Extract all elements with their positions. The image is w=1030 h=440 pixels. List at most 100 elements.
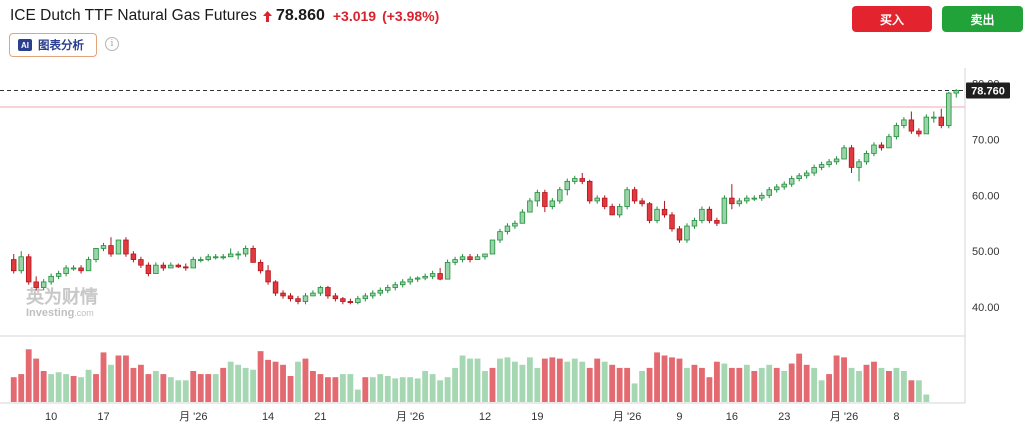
candle[interactable] [11,253,17,274]
candle[interactable] [601,195,608,210]
candle[interactable] [729,184,735,210]
candle[interactable] [721,195,728,224]
candle[interactable] [512,220,518,229]
candle[interactable] [751,195,758,201]
candle[interactable] [631,186,638,204]
candle[interactable] [788,175,795,187]
candle[interactable] [489,239,496,255]
candle[interactable] [744,195,750,204]
candle[interactable] [332,293,339,302]
candle[interactable] [527,198,533,213]
candle[interactable] [85,256,92,272]
candle[interactable] [437,267,443,281]
candle[interactable] [594,195,600,204]
candle[interactable] [265,265,271,285]
candle[interactable] [422,273,428,281]
candle[interactable] [609,203,615,216]
candle[interactable] [504,223,511,235]
candle[interactable] [931,111,937,123]
candle[interactable] [863,150,870,165]
candle[interactable] [362,293,369,302]
candle[interactable] [168,262,174,269]
candle[interactable] [235,251,241,260]
candle[interactable] [123,237,129,257]
candle[interactable] [100,242,107,252]
candle[interactable] [474,253,481,260]
candle[interactable] [78,265,84,274]
candle[interactable] [25,253,32,285]
candle[interactable] [803,170,810,179]
candle[interactable] [399,279,406,288]
candle[interactable] [654,206,660,224]
candle[interactable] [33,276,39,291]
candle[interactable] [759,192,765,201]
candle[interactable] [459,253,466,263]
candle[interactable] [587,179,593,204]
candle[interactable] [18,251,24,274]
candle[interactable] [340,297,346,305]
candle[interactable] [355,295,361,305]
candle[interactable] [893,122,900,140]
candle[interactable] [452,256,458,266]
candle[interactable] [205,253,211,262]
candle[interactable] [242,245,249,257]
candle[interactable] [302,293,309,305]
buy-button[interactable]: 买入 [852,6,932,32]
candle[interactable] [557,186,563,204]
candle[interactable] [138,256,144,268]
candle[interactable] [811,164,817,176]
candle[interactable] [699,206,705,224]
candle[interactable] [871,142,877,157]
candle[interactable] [310,290,316,297]
candle[interactable] [227,248,234,258]
candle[interactable] [923,114,930,135]
candle[interactable] [115,239,122,255]
candle[interactable] [295,295,301,305]
candle[interactable] [220,253,226,260]
candle[interactable] [130,251,137,263]
candle[interactable] [519,209,526,224]
candle[interactable] [370,290,376,299]
candle[interactable] [774,184,780,193]
candle[interactable] [108,237,114,257]
candle[interactable] [160,262,167,271]
candle[interactable] [287,293,294,302]
candle[interactable] [482,253,488,260]
candle[interactable] [833,156,840,165]
candle[interactable] [691,217,698,229]
candle[interactable] [48,273,54,285]
candle[interactable] [392,281,398,291]
sell-button[interactable]: 卖出 [942,6,1023,32]
candle[interactable] [646,202,653,224]
candle[interactable] [467,253,473,263]
candle[interactable] [901,117,907,129]
candle[interactable] [190,256,196,269]
candle[interactable] [706,206,713,224]
candle[interactable] [938,108,945,129]
candle[interactable] [766,186,772,199]
candle[interactable] [818,161,825,171]
candle[interactable] [153,262,159,274]
candle[interactable] [856,159,862,182]
candle[interactable] [908,111,915,134]
candle[interactable] [669,212,675,232]
candle[interactable] [781,181,787,190]
candle[interactable] [212,253,219,260]
candle[interactable] [946,91,952,129]
candle[interactable] [579,172,585,185]
candle[interactable] [444,259,451,280]
candle[interactable] [916,128,922,137]
candle[interactable] [886,133,892,149]
candle[interactable] [407,276,413,285]
info-icon[interactable]: i [105,37,119,51]
candle[interactable] [616,203,623,218]
candle[interactable] [542,189,548,213]
candle[interactable] [624,186,630,210]
candle[interactable] [826,159,832,168]
candle[interactable] [70,265,77,271]
candle[interactable] [564,178,571,196]
candle[interactable] [497,228,503,243]
candle[interactable] [639,198,645,207]
candle[interactable] [317,285,324,296]
ai-chart-analysis-button[interactable]: AI 图表分析 [9,33,97,57]
